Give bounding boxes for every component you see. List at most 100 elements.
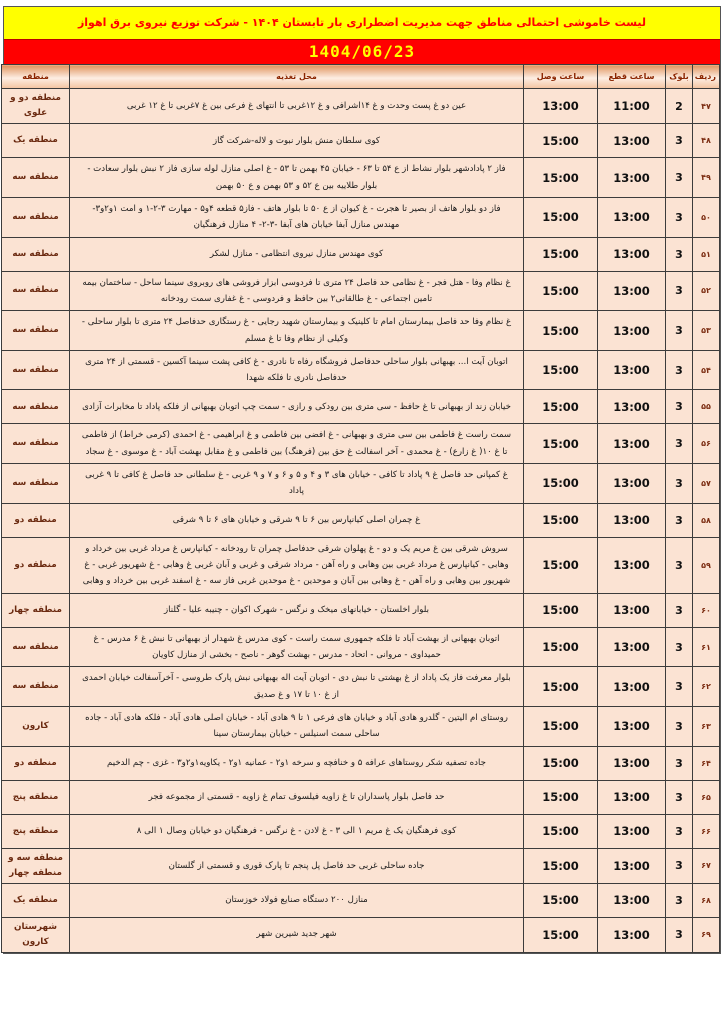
row-number-cell: ۶۲ bbox=[692, 666, 720, 708]
table-row: ۵۹ 3 13:00 15:00 سروش شرقی بین غ مریم یک… bbox=[1, 536, 720, 594]
col-header-radif: ردیف bbox=[692, 64, 720, 90]
row-number-cell: ۶۱ bbox=[692, 626, 720, 668]
connect-time-cell: 15:00 bbox=[523, 157, 598, 198]
location-cell: روستای ام الیتین - گلدرو هادی آباد و خیا… bbox=[69, 706, 524, 747]
row-number-cell: ۵۶ bbox=[692, 423, 720, 465]
cut-time-cell: 13:00 bbox=[597, 157, 666, 198]
cut-time-cell: 13:00 bbox=[597, 310, 666, 351]
cut-time-cell: 13:00 bbox=[597, 123, 666, 159]
location-cell: عین دو غ پست وحدت و غ ۱۴اشرافی و غ ۱۲غرب… bbox=[69, 88, 524, 125]
date-banner: 1404/06/23 bbox=[4, 40, 720, 65]
row-number-cell: ۶۴ bbox=[692, 745, 720, 781]
region-cell: منطقه سه bbox=[1, 349, 70, 391]
row-number-cell: ۶۸ bbox=[692, 882, 720, 918]
region-cell: شهرستان کارون bbox=[1, 916, 70, 953]
cut-time-cell: 13:00 bbox=[597, 349, 666, 391]
location-cell: اتوبان بهبهانی از بهشت آباد تا فلکه جمهو… bbox=[69, 626, 524, 668]
region-cell: منطقه یک bbox=[1, 123, 70, 159]
table-row: ۵۵ 3 13:00 15:00 خیابان زند از بهبهانی ت… bbox=[1, 389, 720, 425]
col-header-location: محل تغذیه bbox=[69, 64, 524, 90]
connect-time-cell: 15:00 bbox=[523, 706, 598, 747]
location-cell: سروش شرقی بین غ مریم یک و دو - غ پهلوان … bbox=[69, 536, 524, 594]
region-cell: منطقه سه bbox=[1, 463, 70, 504]
cut-time-cell: 13:00 bbox=[597, 502, 666, 538]
table-row: ۵۱ 3 13:00 15:00 کوی مهندس منازل نیروی ا… bbox=[1, 236, 720, 272]
row-number-cell: ۵۷ bbox=[692, 463, 720, 504]
cut-time-cell: 13:00 bbox=[597, 745, 666, 781]
row-number-cell: ۶۶ bbox=[692, 813, 720, 849]
block-cell: 3 bbox=[665, 349, 693, 391]
location-cell: کوی سلطان منش بلوار نبوت و لاله-شرکت گاز bbox=[69, 123, 524, 159]
row-number-cell: ۶۹ bbox=[692, 916, 720, 953]
cut-time-cell: 11:00 bbox=[597, 88, 666, 125]
block-cell: 3 bbox=[665, 779, 693, 815]
connect-time-cell: 15:00 bbox=[523, 666, 598, 708]
row-number-cell: ۴۷ bbox=[692, 88, 720, 125]
row-number-cell: ۶۵ bbox=[692, 779, 720, 815]
location-cell: غ چمران اصلی کیانپارس بین ۶ تا ۹ شرقی و … bbox=[69, 502, 524, 538]
cut-time-cell: 13:00 bbox=[597, 592, 666, 628]
col-header-connect: ساعت وصل bbox=[523, 64, 598, 90]
connect-time-cell: 13:00 bbox=[523, 88, 598, 125]
region-cell: منطقه سه bbox=[1, 270, 70, 312]
block-cell: 3 bbox=[665, 463, 693, 504]
row-number-cell: ۶۰ bbox=[692, 592, 720, 628]
block-cell: 3 bbox=[665, 196, 693, 238]
location-cell: شهر جدید شیرین شهر bbox=[69, 916, 524, 953]
connect-time-cell: 15:00 bbox=[523, 745, 598, 781]
table-row: ۵۲ 3 13:00 15:00 غ نظام وفا - هتل فجر - … bbox=[1, 270, 720, 312]
cut-time-cell: 13:00 bbox=[597, 779, 666, 815]
connect-time-cell: 15:00 bbox=[523, 349, 598, 391]
block-cell: 3 bbox=[665, 882, 693, 918]
cut-time-cell: 13:00 bbox=[597, 882, 666, 918]
col-header-block: بلوک bbox=[665, 64, 693, 90]
region-cell: منطقه سه bbox=[1, 423, 70, 465]
connect-time-cell: 15:00 bbox=[523, 592, 598, 628]
connect-time-cell: 15:00 bbox=[523, 502, 598, 538]
table-row: ۶۱ 3 13:00 15:00 اتوبان بهبهانی از بهشت … bbox=[1, 626, 720, 668]
location-cell: کوی مهندس منازل نیروی انتظامی - منازل لش… bbox=[69, 236, 524, 272]
cut-time-cell: 13:00 bbox=[597, 666, 666, 708]
location-cell: جاده ساحلی غربی حد فاصل پل پنجم تا پارک … bbox=[69, 847, 524, 884]
block-cell: 3 bbox=[665, 706, 693, 747]
cut-time-cell: 13:00 bbox=[597, 389, 666, 425]
table-row: ۵۷ 3 13:00 15:00 غ کمپانی حد فاصل غ ۹ پا… bbox=[1, 463, 720, 504]
table-row: ۵۶ 3 13:00 15:00 سمت راست غ فاطمی بین سی… bbox=[1, 423, 720, 465]
cut-time-cell: 13:00 bbox=[597, 847, 666, 884]
outage-table: ردیف بلوک ساعت قطع ساعت وصل محل تغذیه من… bbox=[1, 64, 720, 953]
table-row: ۶۰ 3 13:00 15:00 بلوار اخلستان - خیابانه… bbox=[1, 592, 720, 628]
region-cell: منطقه سه و منطقه چهار bbox=[1, 847, 70, 884]
connect-time-cell: 15:00 bbox=[523, 779, 598, 815]
row-number-cell: ۶۳ bbox=[692, 706, 720, 747]
cut-time-cell: 13:00 bbox=[597, 706, 666, 747]
location-cell: فاز ۲ پادادشهر بلوار نشاط از ع ۵۴ تا ۶۳ … bbox=[69, 157, 524, 198]
row-number-cell: ۵۳ bbox=[692, 310, 720, 351]
table-row: ۶۵ 3 13:00 15:00 حد فاصل بلوار پاسداران … bbox=[1, 779, 720, 815]
cut-time-cell: 13:00 bbox=[597, 626, 666, 668]
cut-time-cell: 13:00 bbox=[597, 423, 666, 465]
table-row: ۶۴ 3 13:00 15:00 جاده تصفیه شکر روستاهای… bbox=[1, 745, 720, 781]
block-cell: 3 bbox=[665, 813, 693, 849]
block-cell: 3 bbox=[665, 270, 693, 312]
block-cell: 3 bbox=[665, 423, 693, 465]
connect-time-cell: 15:00 bbox=[523, 270, 598, 312]
table-row: ۶۷ 3 13:00 15:00 جاده ساحلی غربی حد فاصل… bbox=[1, 847, 720, 884]
connect-time-cell: 15:00 bbox=[523, 882, 598, 918]
location-cell: فاز دو بلوار هاتف از بصیر تا هجرت - غ کی… bbox=[69, 196, 524, 238]
location-cell: اتوبان آیت ا... بهبهانی بلوار ساحلی حدفا… bbox=[69, 349, 524, 391]
region-cell: منطقه سه bbox=[1, 310, 70, 351]
region-cell: منطقه سه bbox=[1, 236, 70, 272]
block-cell: 3 bbox=[665, 123, 693, 159]
connect-time-cell: 15:00 bbox=[523, 423, 598, 465]
cut-time-cell: 13:00 bbox=[597, 236, 666, 272]
region-cell: منطقه پنج bbox=[1, 779, 70, 815]
location-cell: بلوار اخلستان - خیابانهای میخک و نرگس - … bbox=[69, 592, 524, 628]
connect-time-cell: 15:00 bbox=[523, 196, 598, 238]
region-cell: منطقه سه bbox=[1, 666, 70, 708]
row-number-cell: ۵۵ bbox=[692, 389, 720, 425]
table-row: ۴۷ 2 11:00 13:00 عین دو غ پست وحدت و غ ۱… bbox=[1, 88, 720, 125]
location-cell: غ نظام وفا - هتل فجر - غ نظامی حد فاصل ۲… bbox=[69, 270, 524, 312]
table-header: ردیف بلوک ساعت قطع ساعت وصل محل تغذیه من… bbox=[1, 64, 720, 90]
location-cell: خیابان زند از بهبهانی تا غ حافظ - سی متر… bbox=[69, 389, 524, 425]
